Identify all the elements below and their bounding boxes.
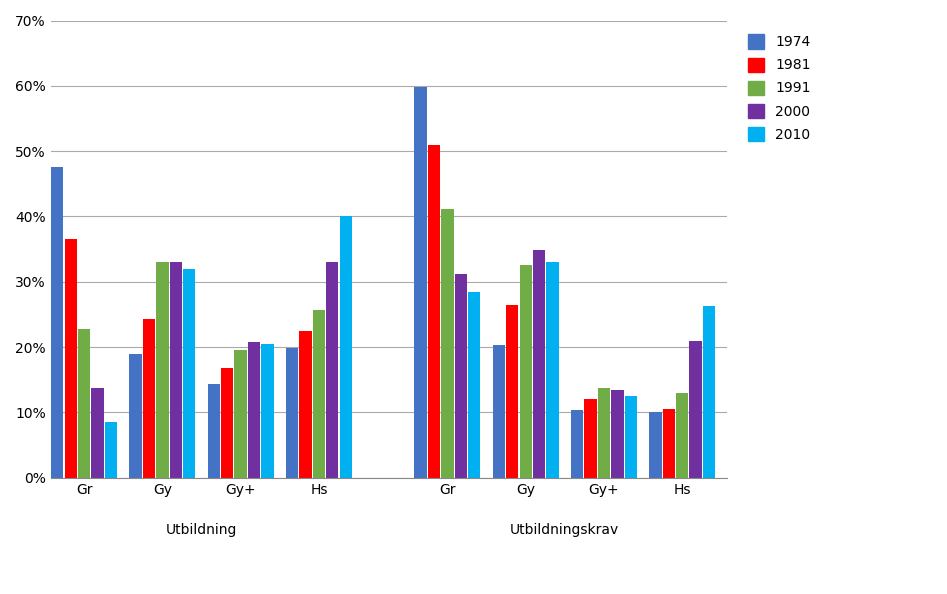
Bar	[221, 368, 233, 478]
Text: Utbildning: Utbildning	[166, 523, 237, 538]
Bar	[415, 87, 427, 478]
Bar	[468, 292, 480, 478]
Bar	[441, 208, 454, 478]
Bar	[170, 262, 182, 478]
Bar	[105, 422, 117, 478]
Bar	[533, 251, 545, 478]
Bar	[78, 328, 90, 478]
Bar	[326, 262, 338, 478]
Bar	[584, 399, 597, 478]
Bar	[313, 310, 325, 478]
Bar	[207, 384, 220, 478]
Bar	[663, 409, 675, 478]
Text: Utbildningskrav: Utbildningskrav	[510, 523, 619, 538]
Bar	[183, 268, 195, 478]
Bar	[156, 262, 169, 478]
Bar	[299, 331, 312, 478]
Bar	[611, 390, 623, 478]
Bar	[261, 344, 274, 478]
Bar	[520, 266, 532, 478]
Bar	[340, 216, 352, 478]
Bar	[428, 144, 440, 478]
Bar	[506, 305, 518, 478]
Bar	[51, 168, 63, 478]
Legend: 1974, 1981, 1991, 2000, 2010: 1974, 1981, 1991, 2000, 2010	[741, 27, 818, 148]
Bar	[689, 340, 702, 478]
Bar	[455, 274, 467, 478]
Bar	[492, 345, 505, 478]
Bar	[286, 348, 298, 478]
Bar	[143, 319, 155, 478]
Bar	[64, 239, 77, 478]
Bar	[703, 306, 715, 478]
Bar	[650, 412, 662, 478]
Bar	[92, 387, 104, 478]
Bar	[248, 343, 260, 478]
Bar	[235, 350, 247, 478]
Bar	[546, 262, 559, 478]
Bar	[676, 393, 688, 478]
Bar	[598, 387, 610, 478]
Bar	[625, 396, 637, 478]
Bar	[571, 410, 583, 478]
Bar	[130, 353, 142, 478]
